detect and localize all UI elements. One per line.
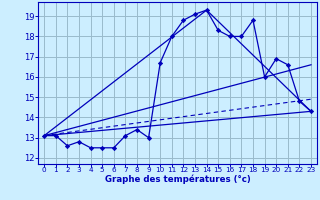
X-axis label: Graphe des températures (°c): Graphe des températures (°c) <box>105 175 251 184</box>
